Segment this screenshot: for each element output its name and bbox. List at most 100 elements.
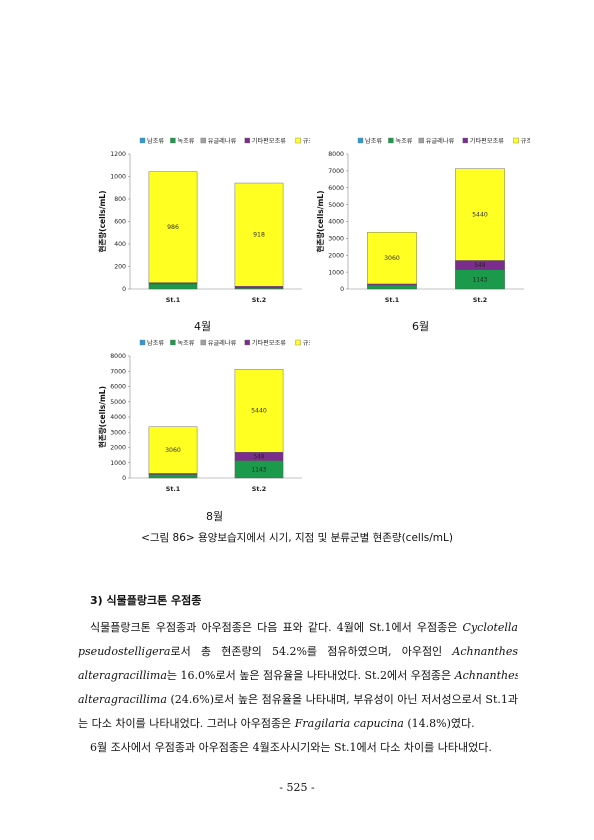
page-number: - 525 - bbox=[279, 781, 315, 794]
legend-label: 유글레나류 bbox=[208, 339, 237, 347]
x-tick-label: St.1 bbox=[166, 485, 181, 493]
y-axis-label: 현존량(cells/mL) bbox=[315, 190, 325, 252]
species-name: alteragracillima bbox=[78, 693, 167, 706]
y-tick-label: 4000 bbox=[328, 219, 344, 226]
bar-segment bbox=[367, 284, 417, 290]
x-tick-label: St.1 bbox=[385, 296, 400, 304]
month-label-april: 4월 bbox=[194, 320, 212, 333]
y-tick-label: 5000 bbox=[110, 399, 126, 406]
y-tick-label: 400 bbox=[114, 241, 126, 248]
text-run: 6월 조사에서 우점종과 아우점종은 4월조사시기와는 St.1에서 다소 차이… bbox=[90, 741, 492, 754]
bar-segment bbox=[234, 286, 284, 289]
legend-swatch bbox=[295, 339, 301, 346]
legend-swatch bbox=[357, 137, 364, 144]
legend-label: 유글레나류 bbox=[426, 137, 455, 145]
y-axis-label: 현존량(cells/mL) bbox=[97, 386, 107, 448]
text-run: (24.6%)로서 높은 점유율을 나타내며, 부유성이 아닌 저서성으로서 S… bbox=[166, 693, 518, 706]
bar-segment bbox=[367, 232, 417, 285]
data-label: 918 bbox=[253, 232, 265, 239]
y-tick-label: 3000 bbox=[328, 236, 344, 243]
legend-swatch bbox=[200, 137, 207, 144]
paragraph-line: alteragracillima는 16.0%로서 높은 점유율을 나타내었다.… bbox=[78, 667, 518, 683]
y-tick-label: 600 bbox=[114, 219, 126, 226]
y-tick-label: 1000 bbox=[328, 269, 344, 276]
species-name: pseudostelligera bbox=[78, 645, 171, 658]
y-tick-label: 7000 bbox=[328, 168, 344, 175]
legend-swatch bbox=[462, 137, 469, 144]
paragraph-line: 는 다소 차이를 나타내었다. 그러나 아우점종은 Fragilaria cap… bbox=[78, 715, 518, 731]
month-label-august: 8월 bbox=[206, 510, 224, 523]
legend-label: 규조류 bbox=[303, 138, 310, 145]
bar-segment bbox=[148, 474, 198, 479]
y-tick-label: 200 bbox=[114, 264, 126, 271]
section-heading: 3) 식물플랑크톤 우점종 bbox=[90, 594, 202, 607]
legend-label: 규조류 bbox=[303, 340, 310, 347]
data-label: 3060 bbox=[165, 447, 181, 454]
bar-segment bbox=[148, 282, 198, 285]
legend-swatch bbox=[139, 339, 146, 346]
chart-april: 남조류 녹조류 유글레나류 기타편모조류 규조류현존량(cells/mL) 0 200 400… bbox=[97, 137, 310, 304]
y-tick-label: 6000 bbox=[328, 185, 344, 192]
legend-swatch bbox=[513, 137, 519, 144]
species-name: Cyclotella bbox=[462, 621, 518, 634]
legend-label: 녹조류 bbox=[177, 340, 194, 347]
y-tick-label: 6000 bbox=[110, 384, 126, 391]
data-label: 1143 bbox=[473, 277, 488, 283]
bar-segment bbox=[148, 283, 198, 290]
y-tick-label: 8000 bbox=[110, 353, 126, 360]
legend-label: 기타편모조류 bbox=[252, 137, 286, 145]
legend-swatch bbox=[244, 137, 251, 144]
legend-swatch bbox=[139, 137, 146, 144]
y-axis-label: 현존량(cells/mL) bbox=[97, 190, 107, 252]
data-label: 3060 bbox=[384, 255, 400, 262]
text-run: 는 16.0%로서 높은 점유율을 나타내었다. St.2에서 우점종은 bbox=[166, 669, 455, 682]
chart-june: 남조류 녹조류 유글레나류 기타편모조류 규조류현존량(cells/mL) 0 1000 20… bbox=[315, 137, 530, 304]
x-tick-label: St.1 bbox=[166, 296, 181, 304]
species-name: alteragracillima bbox=[78, 669, 167, 682]
data-label: 548 bbox=[253, 454, 264, 460]
paragraph-line: 식물플랑크톤 우점종과 아우점종은 다음 표와 같다. 4월에 St.1에서 우… bbox=[90, 619, 518, 635]
legend-label: 기타편모조류 bbox=[470, 137, 504, 145]
bar-segment bbox=[234, 182, 284, 287]
legend-swatch bbox=[418, 137, 425, 144]
x-tick-label: St.2 bbox=[252, 296, 267, 304]
legend-swatch bbox=[388, 137, 394, 144]
figure-caption: <그림 86> 용양보습지에서 시기, 지점 및 분류군별 현존량(cells/… bbox=[141, 532, 453, 544]
legend-swatch bbox=[170, 137, 176, 144]
bar-segment bbox=[234, 369, 284, 453]
legend-label: 남조류 bbox=[147, 137, 164, 145]
data-label: 5440 bbox=[251, 408, 267, 415]
y-tick-label: 1000 bbox=[110, 174, 126, 181]
y-tick-label: 3000 bbox=[110, 429, 126, 436]
x-tick-label: St.2 bbox=[252, 485, 267, 493]
legend-label: 유글레나류 bbox=[208, 137, 237, 145]
text-run: (14.8%)였다. bbox=[403, 717, 475, 730]
y-tick-label: 1200 bbox=[110, 151, 126, 158]
paragraph-line: 6월 조사에서 우점종과 아우점종은 4월조사시기와는 St.1에서 다소 차이… bbox=[90, 739, 518, 755]
legend-swatch bbox=[170, 339, 176, 346]
data-label: 1143 bbox=[252, 467, 267, 473]
chart-august: 남조류 녹조류 유글레나류 기타편모조류 규조류현존량(cells/mL) 0 1000 20… bbox=[97, 339, 310, 493]
bar-segment bbox=[148, 426, 198, 474]
y-tick-label: 1000 bbox=[110, 460, 126, 467]
y-tick-label: 8000 bbox=[328, 151, 344, 158]
bar-segment bbox=[148, 171, 198, 283]
x-tick-label: St.2 bbox=[473, 296, 488, 304]
y-tick-label: 5000 bbox=[328, 202, 344, 209]
bar-segment bbox=[455, 168, 505, 261]
y-tick-label: 7000 bbox=[110, 368, 126, 375]
text-run: 로서 총 현존량의 54.2%를 점유하였으며, 아우점인 bbox=[170, 645, 453, 658]
y-tick-label: 0 bbox=[340, 286, 344, 293]
data-label: 986 bbox=[167, 224, 179, 231]
legend-label: 남조류 bbox=[365, 137, 382, 145]
species-name: Achnanthes bbox=[454, 669, 518, 682]
legend-label: 녹조류 bbox=[177, 138, 194, 145]
data-label: 548 bbox=[474, 263, 485, 269]
paragraph-line: alteragracillima (24.6%)로서 높은 점유율을 나타내며,… bbox=[78, 691, 518, 707]
species-name: Fragilaria capucina bbox=[294, 717, 404, 730]
y-tick-label: 4000 bbox=[110, 414, 126, 421]
y-tick-label: 2000 bbox=[328, 252, 344, 259]
y-tick-label: 0 bbox=[122, 286, 126, 293]
y-tick-label: 800 bbox=[114, 196, 126, 203]
